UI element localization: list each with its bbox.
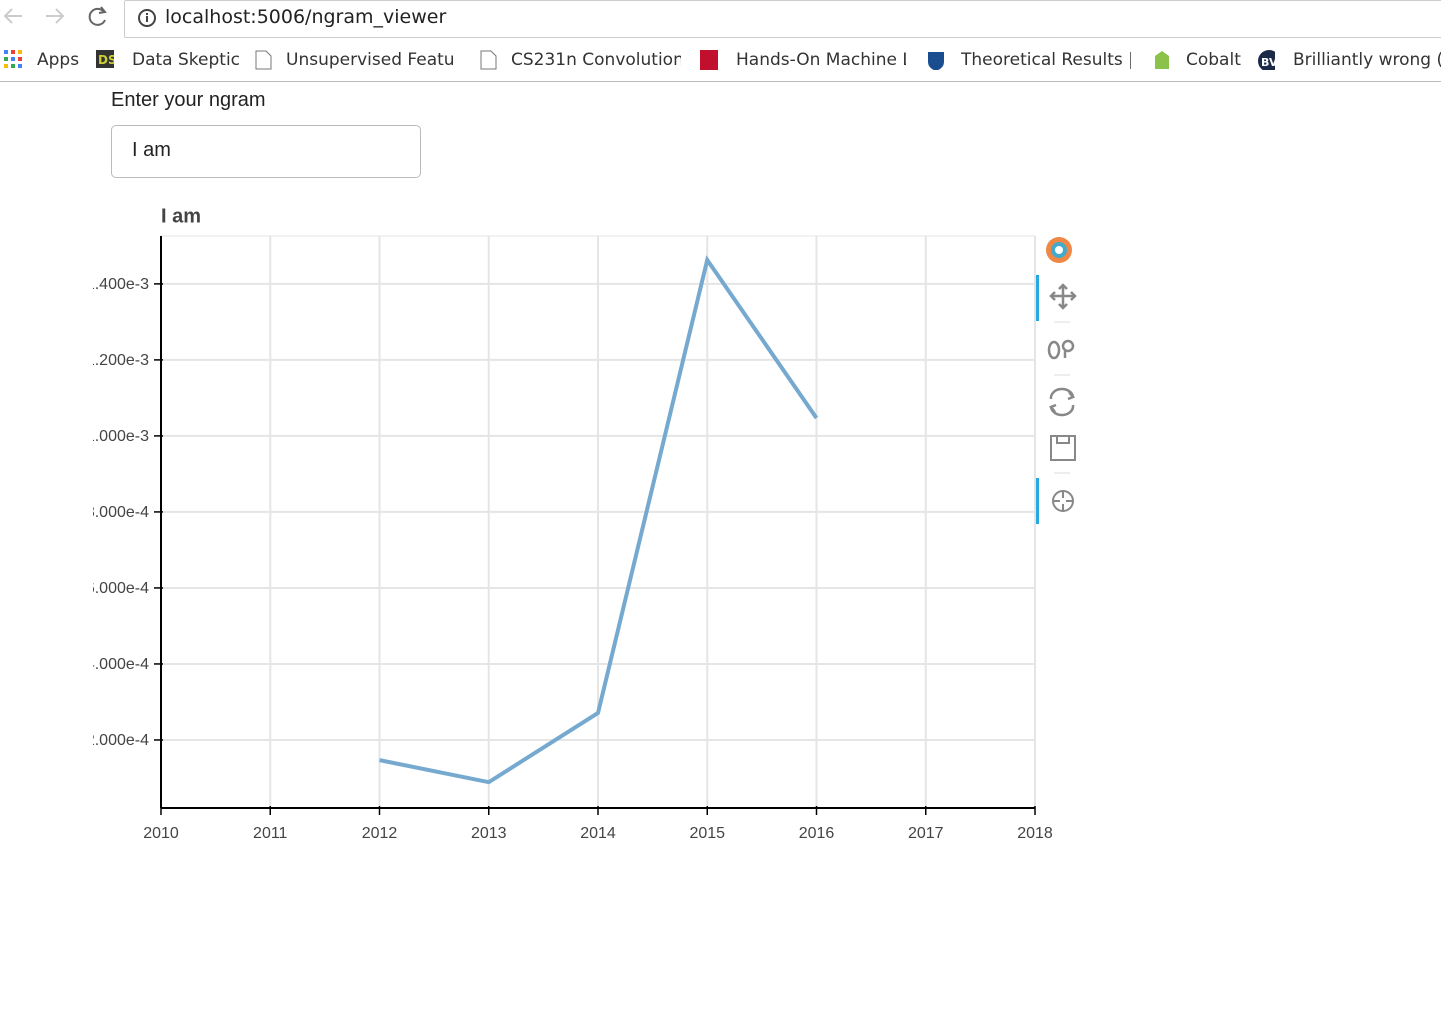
bokeh-logo[interactable] [1046, 237, 1072, 263]
bookmark[interactable]: Data Skeptic [132, 50, 241, 70]
x-tick-label: 2012 [362, 825, 398, 842]
x-tick-label: 2014 [580, 825, 616, 842]
x-tick-label: 2018 [1017, 825, 1053, 842]
data-line [379, 255, 819, 785]
input-value: I am [132, 139, 171, 161]
y-tick-label: 1.400e-3 [93, 276, 149, 293]
pan-tool[interactable] [1049, 283, 1077, 310]
chart: I am 2010 2011 2012 2013 2014 2015 2016 2017 201… [93, 205, 1053, 842]
bookmark[interactable]: Unsupervised Feature [286, 50, 456, 70]
crosshair-tool[interactable] [1052, 490, 1074, 512]
save-tool[interactable] [1050, 435, 1076, 461]
y-tick-label: 8.000e-4 [93, 504, 149, 521]
bookmark[interactable]: CS231n Convolutiona [511, 50, 681, 70]
chart-toolbar [1036, 237, 1077, 524]
y-tick-label: 1.000e-3 [93, 428, 149, 445]
y-tick-label: 2.000e-4 [93, 732, 149, 749]
svg-text:BV: BV [1261, 56, 1275, 69]
x-tick-label: 2011 [253, 825, 288, 842]
chart-title: I am [161, 205, 201, 227]
x-tick-label: 2013 [471, 825, 507, 842]
bookmark[interactable]: Apps [37, 50, 80, 70]
bookmark[interactable]: Cobalt [1186, 50, 1241, 70]
nav-buttons[interactable] [0, 0, 120, 36]
x-tick-label: 2016 [799, 825, 835, 842]
input-label: Enter your ngram [111, 89, 266, 111]
bookmark[interactable]: Hands-On Machine L [736, 50, 906, 70]
x-tick-label: 2015 [689, 825, 725, 842]
address-bar[interactable]: localhost:5006/ngram_viewer [124, 0, 1441, 38]
svg-text:DS: DS [98, 53, 114, 67]
url-text: localhost:5006/ngram_viewer [165, 6, 447, 28]
y-tick-label: 6.000e-4 [93, 580, 149, 597]
wheel-zoom-tool[interactable] [1047, 339, 1075, 360]
bookmark[interactable]: Theoretical Results | S [961, 50, 1131, 70]
browser-toolbar: localhost:5006/ngram_viewer [0, 0, 1441, 40]
reset-tool[interactable] [1048, 387, 1076, 417]
x-tick-label: 2017 [908, 825, 944, 842]
x-tick-label: 2010 [143, 825, 179, 842]
y-tick-label: 4.000e-4 [93, 656, 149, 673]
bookmark[interactable]: Brilliantly wrong (b [1293, 50, 1441, 70]
text-input[interactable]: I am [111, 125, 421, 178]
bookmarks-bar: Apps DS Data Skeptic Unsupervised Featur… [0, 40, 1441, 82]
y-tick-label: 1.200e-3 [93, 352, 149, 369]
